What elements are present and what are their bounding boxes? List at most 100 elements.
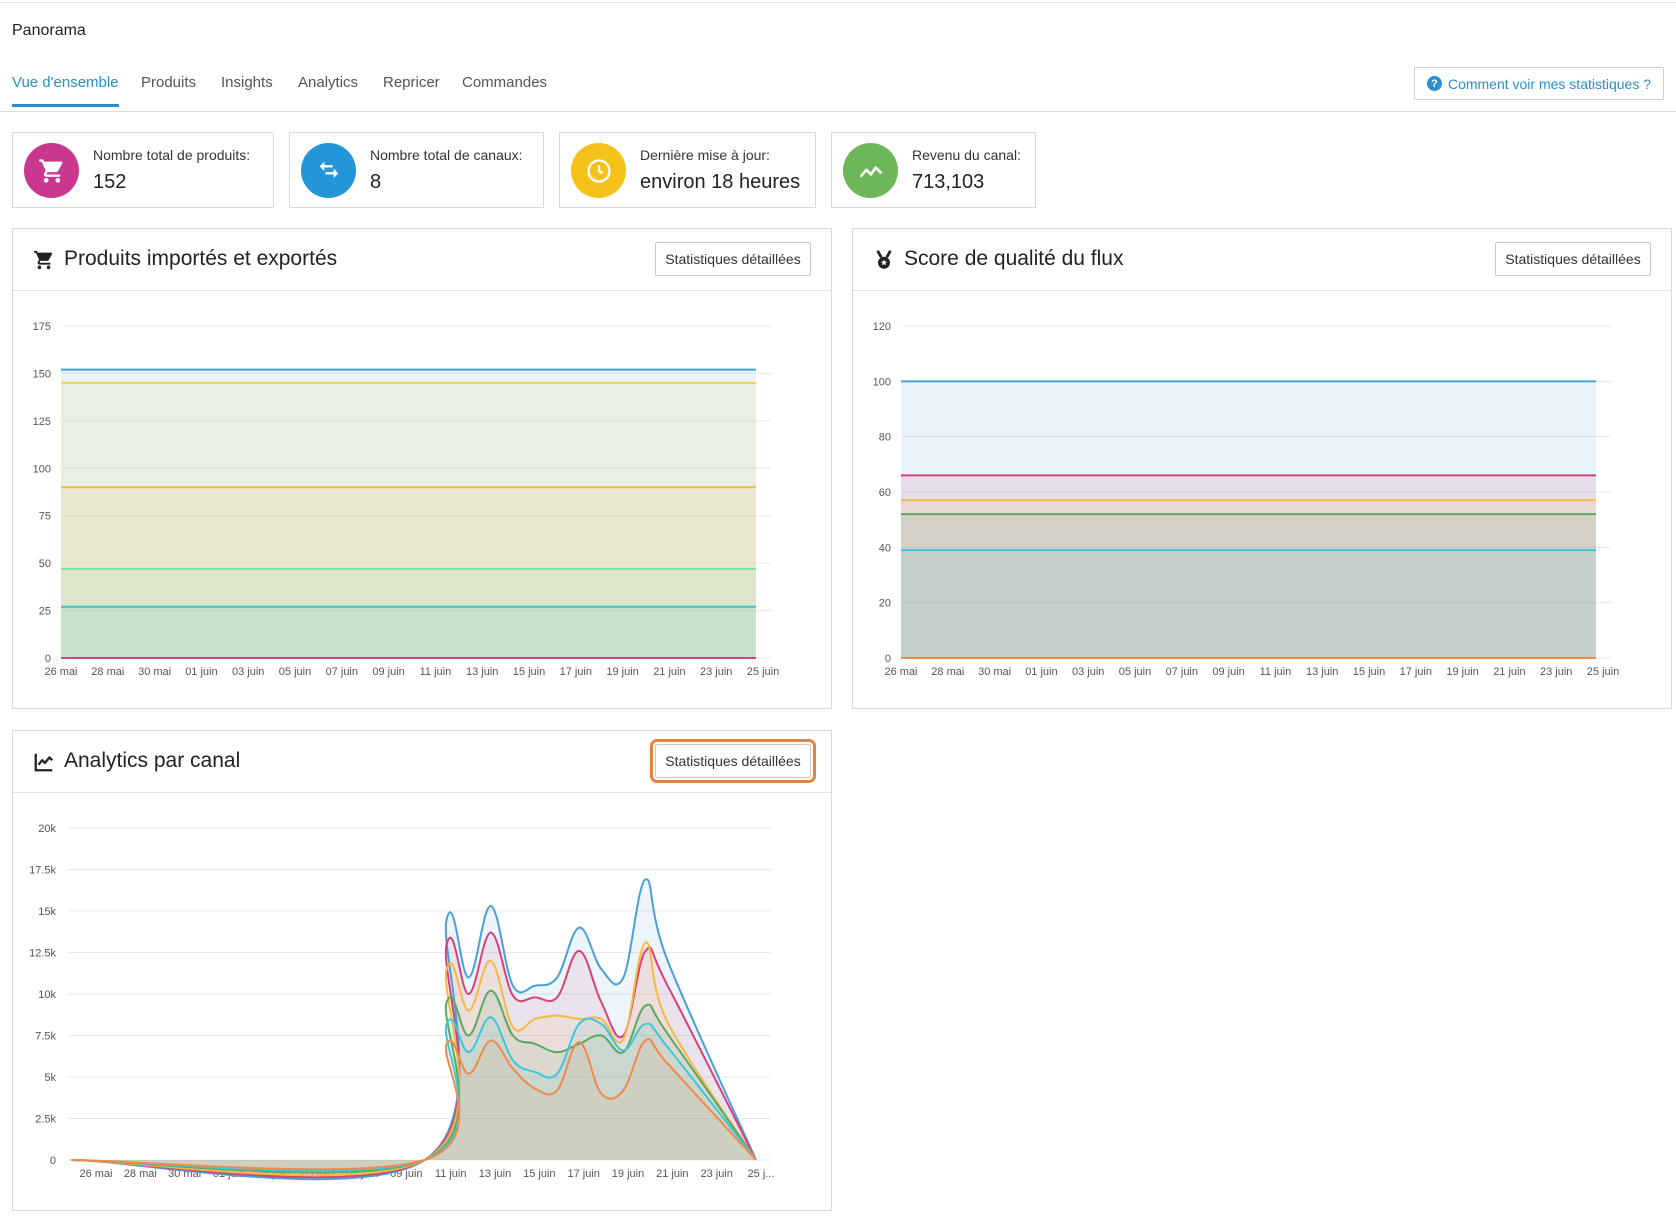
- detailed-stats-button[interactable]: Statistiques détaillées: [1495, 242, 1651, 276]
- page-title: Panorama: [12, 22, 86, 39]
- x-tick-label: 21 juin: [1493, 666, 1525, 678]
- tab-analytics[interactable]: Analytics: [298, 74, 359, 91]
- series-line: [70, 931, 757, 1179]
- stat-value: 8: [370, 171, 382, 193]
- y-tick-label: 20: [879, 598, 891, 610]
- y-tick-label: 120: [873, 321, 891, 333]
- x-tick-label: 23 juin: [700, 666, 732, 678]
- series-area: [61, 568, 756, 658]
- x-tick-label: 13 juin: [1306, 666, 1338, 678]
- x-tick-label: 30 mai: [978, 666, 1011, 678]
- x-tick-label: 23 juin: [700, 1168, 732, 1180]
- y-tick-label: 175: [33, 321, 51, 333]
- stat-card-last-update: Dernière mise à jour: environ 18 heures: [559, 132, 816, 208]
- y-tick-label: 100: [33, 463, 51, 475]
- x-tick-label: 28 mai: [931, 666, 964, 678]
- series-area: [901, 514, 1596, 658]
- x-tick-label: 19 juin: [606, 666, 638, 678]
- x-tick-label: 21 juin: [653, 666, 685, 678]
- y-tick-label: 12.5k: [29, 948, 56, 960]
- x-tick-label: 17 juin: [560, 666, 592, 678]
- panel-quality: Score de qualité du flux Statistiques dé…: [852, 228, 1672, 709]
- series-line: [70, 1016, 757, 1172]
- x-tick-label: 09 juin: [372, 666, 404, 678]
- series-area: [61, 369, 756, 658]
- tab-products[interactable]: Produits: [141, 74, 197, 91]
- stat-label: Nombre total de canaux:: [370, 147, 523, 163]
- stat-value: 713,103: [912, 171, 985, 193]
- panel-title: Produits importés et exportés: [64, 247, 338, 270]
- x-tick-label: 09 juin: [1212, 666, 1244, 678]
- series-area: [71, 942, 756, 1176]
- stat-card-products: Nombre total de produits: 152: [12, 132, 274, 208]
- series-line: [70, 941, 757, 1177]
- x-tick-label: 26 mai: [79, 1168, 112, 1180]
- y-tick-label: 60: [879, 487, 891, 499]
- x-tick-label: 15 juin: [523, 1168, 555, 1180]
- series-area: [61, 382, 756, 658]
- products-chart: 0 25 50 75 100 125 150 175 26 mai 28 mai 30 mai 01 …: [33, 321, 780, 678]
- x-tick-label: 11 juin: [420, 666, 452, 678]
- x-tick-label: 13 juin: [466, 666, 498, 678]
- x-tick-label: 07 juin: [326, 666, 358, 678]
- x-tick-label: 17 juin: [567, 1168, 599, 1180]
- x-tick-label: 28 mai: [91, 666, 124, 678]
- tab-repricer[interactable]: Repricer: [383, 74, 440, 91]
- top-divider: [0, 2, 1676, 3]
- x-tick-label: 19 juin: [612, 1168, 644, 1180]
- y-tick-label: 15k: [38, 906, 56, 918]
- series-line: [70, 989, 757, 1174]
- panel-header: Produits importés et exportés Statistiqu…: [13, 229, 831, 291]
- panel-products: Produits importés et exportés Statistiqu…: [12, 228, 832, 709]
- x-tick-label: 28 mai: [124, 1168, 157, 1180]
- x-tick-label: 03 juin: [232, 666, 264, 678]
- x-tick-label: 01 juin: [185, 666, 217, 678]
- y-tick-label: 17.5k: [29, 865, 56, 877]
- stat-value: 152: [93, 171, 127, 193]
- tab-bar: Vue d'ensemble Produits Insights Analyti…: [0, 60, 1676, 112]
- x-tick-label: 26 mai: [884, 666, 917, 678]
- x-tick-label: 23 juin: [1540, 666, 1572, 678]
- cart-icon: [33, 249, 55, 271]
- y-tick-label: 0: [45, 653, 51, 665]
- x-tick-label: 03 juin: [1072, 666, 1104, 678]
- x-tick-label: 11 juin: [1260, 666, 1292, 678]
- panel-analytics: Analytics par canal Statistiques détaill…: [12, 730, 832, 1211]
- y-tick-label: 20k: [38, 823, 56, 835]
- analytics-chart: 0 2.5k 5k 7.5k 10k 12.5k 15k 17.5k 20k 26 mai 28 m…: [29, 823, 774, 1181]
- x-tick-label: 17 juin: [1400, 666, 1432, 678]
- series-line: [70, 1038, 757, 1171]
- series-area: [901, 500, 1596, 658]
- detailed-stats-button[interactable]: Statistiques détaillées: [655, 242, 811, 276]
- x-tick-label: 15 juin: [513, 666, 545, 678]
- y-tick-label: 125: [33, 416, 51, 428]
- x-tick-label: 11 juin: [435, 1168, 467, 1180]
- series-area: [71, 879, 756, 1180]
- y-tick-label: 100: [873, 376, 891, 388]
- x-tick-label: 01 juin: [1025, 666, 1057, 678]
- x-tick-label: 19 juin: [1446, 666, 1478, 678]
- help-stats-label: Comment voir mes statistiques ?: [1447, 75, 1652, 92]
- tab-overview[interactable]: Vue d'ensemble: [12, 74, 119, 107]
- help-stats-button[interactable]: ? Comment voir mes statistiques ?: [1414, 67, 1664, 100]
- panel-title: Score de qualité du flux: [904, 247, 1124, 270]
- stat-value: environ 18 heures: [640, 171, 801, 193]
- tab-insights[interactable]: Insights: [221, 74, 273, 91]
- panel-header: Analytics par canal Statistiques détaill…: [13, 731, 831, 793]
- x-tick-label: 05 juin: [1119, 666, 1151, 678]
- y-tick-label: 0: [885, 653, 891, 665]
- x-tick-label: 07 juin: [1166, 666, 1198, 678]
- tab-orders[interactable]: Commandes: [462, 74, 548, 91]
- y-tick-label: 50: [39, 558, 51, 570]
- x-tick-label: 25 juin: [747, 666, 779, 678]
- x-tick-label: 26 mai: [44, 666, 77, 678]
- series-area: [71, 1038, 756, 1170]
- series-area: [61, 487, 756, 658]
- panel-title: Analytics par canal: [64, 749, 241, 772]
- swap-arrows-icon: [301, 143, 356, 198]
- stat-label: Revenu du canal:: [912, 147, 1021, 163]
- x-tick-label: 15 juin: [1353, 666, 1385, 678]
- series-area: [61, 606, 756, 658]
- x-tick-label: 30 mai: [138, 666, 171, 678]
- detailed-stats-button[interactable]: Statistiques détaillées: [650, 739, 816, 783]
